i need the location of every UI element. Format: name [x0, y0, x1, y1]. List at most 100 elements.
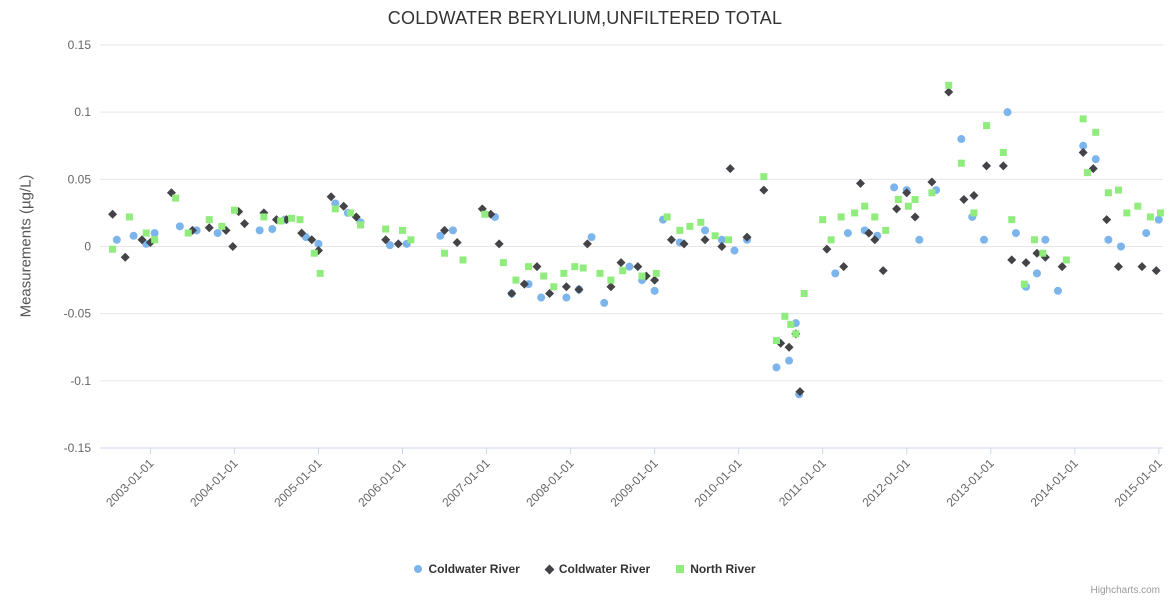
- data-point-series-2[interactable]: [356, 221, 364, 229]
- data-point-series-0[interactable]: [980, 235, 989, 244]
- data-point-series-2[interactable]: [296, 216, 304, 224]
- data-point-series-1[interactable]: [532, 262, 542, 272]
- data-point-series-2[interactable]: [970, 209, 978, 217]
- data-point-series-0[interactable]: [1032, 269, 1041, 278]
- data-point-series-0[interactable]: [213, 229, 222, 238]
- data-point-series-2[interactable]: [781, 312, 789, 320]
- data-point-series-0[interactable]: [701, 226, 710, 235]
- data-point-series-2[interactable]: [871, 213, 879, 221]
- data-point-series-2[interactable]: [540, 272, 548, 280]
- data-point-series-1[interactable]: [1007, 255, 1017, 265]
- data-point-series-1[interactable]: [137, 235, 147, 245]
- data-point-series-0[interactable]: [1142, 229, 1151, 238]
- data-point-series-0[interactable]: [587, 233, 596, 242]
- data-point-series-0[interactable]: [650, 286, 659, 295]
- data-point-series-2[interactable]: [331, 205, 339, 213]
- data-point-series-2[interactable]: [686, 222, 694, 230]
- data-point-series-2[interactable]: [819, 216, 827, 224]
- data-point-series-2[interactable]: [711, 232, 719, 240]
- legend-item-coldwater-river-1[interactable]: Coldwater River: [414, 562, 520, 576]
- data-point-series-1[interactable]: [679, 239, 689, 249]
- data-point-series-2[interactable]: [772, 337, 780, 345]
- data-point-series-0[interactable]: [600, 298, 609, 307]
- data-point-series-0[interactable]: [314, 239, 323, 248]
- data-point-series-1[interactable]: [870, 235, 880, 245]
- data-point-series-0[interactable]: [1011, 229, 1020, 238]
- data-point-series-0[interactable]: [831, 269, 840, 278]
- data-point-series-2[interactable]: [399, 226, 407, 234]
- data-point-series-0[interactable]: [448, 226, 457, 235]
- data-point-series-2[interactable]: [652, 269, 660, 277]
- data-point-series-2[interactable]: [382, 225, 390, 233]
- data-point-series-2[interactable]: [230, 206, 238, 214]
- data-point-series-2[interactable]: [525, 263, 533, 271]
- data-point-series-1[interactable]: [717, 242, 727, 251]
- data-point-series-2[interactable]: [999, 148, 1007, 156]
- data-point-series-1[interactable]: [959, 194, 969, 204]
- data-point-series-2[interactable]: [459, 256, 467, 264]
- data-point-series-2[interactable]: [481, 210, 489, 218]
- data-point-series-1[interactable]: [297, 228, 307, 238]
- data-point-series-2[interactable]: [911, 195, 919, 203]
- data-point-series-1[interactable]: [633, 262, 643, 272]
- data-point-series-1[interactable]: [452, 237, 462, 247]
- data-point-series-1[interactable]: [507, 289, 517, 299]
- data-point-series-2[interactable]: [697, 218, 705, 226]
- data-point-series-0[interactable]: [1053, 286, 1062, 295]
- data-point-series-2[interactable]: [1079, 115, 1087, 123]
- data-point-series-1[interactable]: [910, 212, 920, 222]
- data-point-series-0[interactable]: [255, 226, 264, 235]
- data-point-series-2[interactable]: [184, 229, 192, 237]
- data-point-series-2[interactable]: [619, 267, 627, 275]
- data-point-series-0[interactable]: [1041, 235, 1050, 244]
- data-point-series-0[interactable]: [1116, 242, 1125, 251]
- data-point-series-1[interactable]: [700, 235, 710, 245]
- data-point-series-0[interactable]: [957, 135, 966, 144]
- data-point-series-2[interactable]: [277, 217, 285, 225]
- data-point-series-2[interactable]: [928, 189, 936, 197]
- data-point-series-1[interactable]: [561, 282, 571, 292]
- data-point-series-1[interactable]: [1113, 262, 1123, 272]
- data-point-series-1[interactable]: [494, 239, 504, 249]
- data-point-series-2[interactable]: [316, 269, 324, 277]
- data-point-series-1[interactable]: [795, 387, 805, 397]
- data-point-series-2[interactable]: [512, 276, 520, 284]
- data-point-series-0[interactable]: [1104, 235, 1113, 244]
- data-point-series-2[interactable]: [792, 330, 800, 338]
- data-point-series-1[interactable]: [822, 244, 832, 254]
- data-point-series-1[interactable]: [650, 275, 660, 285]
- data-point-series-2[interactable]: [1156, 209, 1164, 217]
- data-point-series-1[interactable]: [1032, 248, 1042, 258]
- data-point-series-1[interactable]: [1088, 164, 1098, 174]
- data-point-series-1[interactable]: [339, 201, 349, 211]
- data-point-series-1[interactable]: [725, 164, 735, 174]
- data-point-series-1[interactable]: [440, 225, 450, 235]
- data-point-series-1[interactable]: [326, 192, 336, 202]
- data-point-series-1[interactable]: [855, 178, 865, 188]
- data-point-series-1[interactable]: [108, 209, 118, 219]
- data-point-series-2[interactable]: [560, 269, 568, 277]
- data-point-series-1[interactable]: [574, 284, 584, 294]
- data-point-series-2[interactable]: [725, 236, 733, 244]
- data-point-series-2[interactable]: [1123, 209, 1131, 217]
- data-point-series-2[interactable]: [1114, 186, 1122, 194]
- data-point-series-2[interactable]: [109, 245, 117, 253]
- data-point-series-1[interactable]: [616, 258, 626, 268]
- data-point-series-0[interactable]: [436, 231, 445, 240]
- data-point-series-2[interactable]: [861, 202, 869, 210]
- data-point-series-0[interactable]: [890, 183, 899, 192]
- data-point-series-0[interactable]: [268, 225, 277, 234]
- data-point-series-1[interactable]: [1151, 266, 1161, 276]
- data-point-series-2[interactable]: [1083, 169, 1091, 177]
- data-point-series-1[interactable]: [1137, 262, 1147, 272]
- data-point-series-1[interactable]: [545, 289, 555, 299]
- data-point-series-2[interactable]: [205, 216, 213, 224]
- data-point-series-2[interactable]: [1134, 202, 1142, 210]
- data-point-series-2[interactable]: [172, 194, 180, 202]
- data-point-series-2[interactable]: [151, 236, 159, 244]
- data-point-series-0[interactable]: [112, 235, 121, 244]
- data-point-series-2[interactable]: [579, 264, 587, 272]
- data-point-series-2[interactable]: [288, 214, 296, 222]
- data-point-series-2[interactable]: [260, 213, 268, 221]
- data-point-series-0[interactable]: [772, 363, 781, 372]
